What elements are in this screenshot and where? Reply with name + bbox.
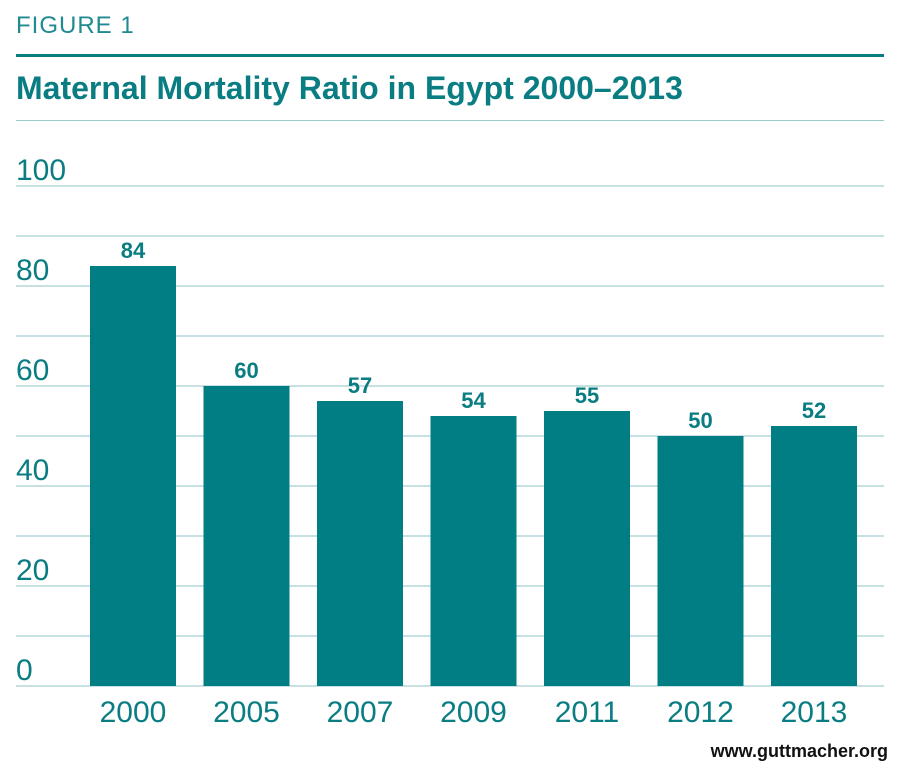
bar xyxy=(90,266,176,686)
data-label: 57 xyxy=(348,373,372,398)
y-tick-label: 80 xyxy=(16,254,49,287)
data-label: 60 xyxy=(234,358,258,383)
y-tick-label: 20 xyxy=(16,554,49,587)
bar xyxy=(544,411,630,686)
x-tick-label: 2009 xyxy=(440,696,507,729)
x-tick-label: 2011 xyxy=(555,696,620,729)
x-tick-label: 2007 xyxy=(327,696,394,729)
y-tick-label: 60 xyxy=(16,354,49,387)
y-tick-label: 100 xyxy=(16,154,66,187)
data-label: 52 xyxy=(802,398,826,423)
chart-title: Maternal Mortality Ratio in Egypt 2000–2… xyxy=(16,70,683,106)
x-tick-label: 2005 xyxy=(213,696,280,729)
figure-label: FIGURE 1 xyxy=(16,12,135,39)
data-label: 84 xyxy=(121,238,146,263)
bar xyxy=(430,416,517,686)
top-rule xyxy=(16,54,884,57)
x-tick-label: 2000 xyxy=(100,696,167,729)
source-url: www.guttmacher.org xyxy=(710,741,888,761)
bar xyxy=(203,386,290,686)
data-label: 50 xyxy=(688,408,712,433)
bar xyxy=(657,436,744,686)
y-tick-label: 40 xyxy=(16,454,49,487)
data-label: 54 xyxy=(461,388,486,413)
y-tick-label: 0 xyxy=(16,654,33,687)
title-rule xyxy=(16,120,884,121)
bar xyxy=(317,401,403,686)
data-label: 55 xyxy=(575,383,599,408)
x-tick-label: 2012 xyxy=(667,696,734,729)
bar xyxy=(771,426,857,686)
x-tick-label: 2013 xyxy=(781,696,848,729)
